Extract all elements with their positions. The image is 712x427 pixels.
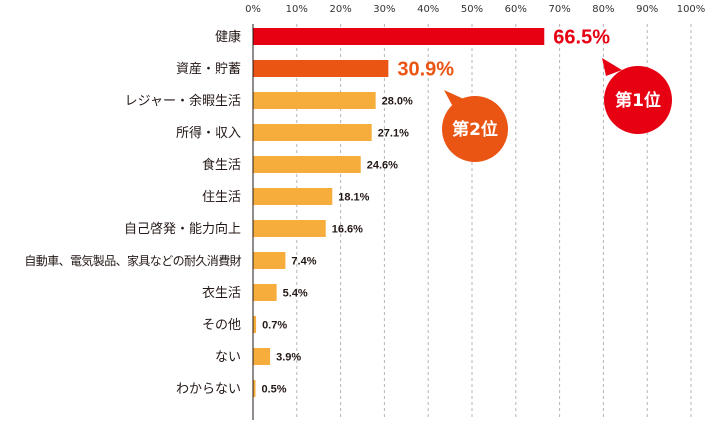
category-label: 自動車、電気製品、家具などの耐久消費財 bbox=[24, 253, 241, 268]
x-tick-label: 0% bbox=[245, 4, 261, 15]
value-label: 7.4% bbox=[291, 256, 316, 268]
bars bbox=[253, 28, 545, 397]
bar bbox=[253, 60, 389, 77]
category-label: 自己啓発・能力向上 bbox=[124, 221, 241, 237]
x-tick-label: 90% bbox=[636, 4, 658, 15]
bar bbox=[253, 220, 326, 237]
bar bbox=[253, 124, 372, 141]
x-tick-label: 50% bbox=[461, 4, 483, 15]
value-label: 3.9% bbox=[276, 352, 301, 364]
bar bbox=[253, 284, 277, 301]
rank-badge bbox=[604, 66, 672, 134]
value-label: 27.1% bbox=[378, 128, 409, 140]
value-label: 30.9% bbox=[397, 59, 454, 81]
bar bbox=[253, 188, 333, 205]
category-label: 健康 bbox=[215, 29, 241, 45]
category-label: 資産・貯蓄 bbox=[176, 61, 241, 77]
category-label: 所得・収入 bbox=[176, 125, 241, 141]
value-label: 66.5% bbox=[553, 27, 610, 49]
bar bbox=[253, 316, 257, 333]
category-label: 住生活 bbox=[202, 190, 241, 205]
value-label: 5.4% bbox=[283, 288, 308, 300]
bar bbox=[253, 252, 286, 269]
category-label: その他 bbox=[202, 318, 241, 333]
x-tick-label: 10% bbox=[286, 4, 308, 15]
bar bbox=[253, 92, 376, 109]
category-label: 衣生活 bbox=[202, 285, 241, 301]
value-label: 16.6% bbox=[332, 224, 363, 236]
category-label: ない bbox=[215, 350, 241, 365]
category-label: 食生活 bbox=[202, 157, 241, 173]
gridlines bbox=[296, 24, 692, 420]
value-label: 28.0% bbox=[382, 96, 413, 108]
bar bbox=[253, 348, 271, 365]
x-tick-label: 60% bbox=[505, 4, 527, 15]
x-tick-label: 70% bbox=[548, 4, 570, 15]
category-label: わからない bbox=[176, 382, 241, 397]
x-tick-label: 20% bbox=[329, 4, 351, 15]
value-label: 18.1% bbox=[338, 192, 369, 204]
value-label: 0.5% bbox=[262, 384, 287, 396]
bar bbox=[253, 28, 545, 45]
category-labels: 健康資産・貯蓄レジャー・余暇生活所得・収入食生活住生活自己啓発・能力向上自動車、… bbox=[24, 29, 242, 397]
rank-badge bbox=[442, 96, 508, 162]
value-label: 0.7% bbox=[262, 320, 287, 332]
rank-badge-label: 第2位 bbox=[452, 119, 498, 140]
value-labels: 66.5% 30.9% 28.0% 27.1% 24.6% 18.1% 16.6% 7.4% 5… bbox=[262, 27, 611, 396]
badge-pointer bbox=[602, 58, 622, 76]
bar bbox=[253, 156, 361, 173]
x-tick-label: 80% bbox=[592, 4, 614, 15]
category-label: レジャー・余暇生活 bbox=[125, 93, 241, 109]
x-tick-label: 30% bbox=[373, 4, 395, 15]
rank-badge-label: 第1位 bbox=[615, 90, 661, 111]
value-label: 24.6% bbox=[367, 160, 398, 172]
bar bbox=[253, 380, 256, 397]
x-tick-label: 40% bbox=[417, 4, 439, 15]
x-axis-ticks: 0% 10% 20% 30% 40% 50% 60% 70% 80% 90% 100% bbox=[245, 4, 705, 15]
x-tick-label: 100% bbox=[677, 4, 706, 15]
